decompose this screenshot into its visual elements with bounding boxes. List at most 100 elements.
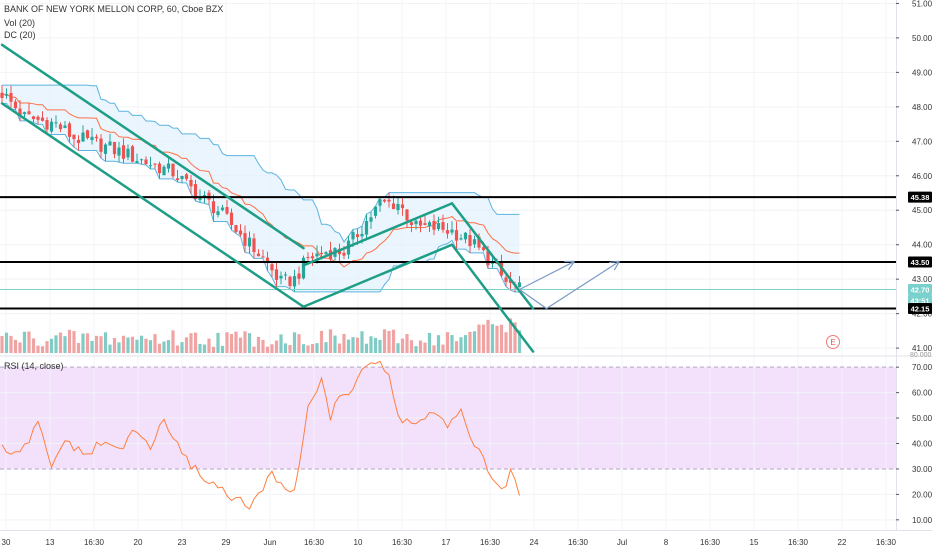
candle[interactable]: [243, 225, 247, 253]
candle[interactable]: [94, 134, 99, 142]
candle[interactable]: [4, 88, 9, 99]
candle[interactable]: [382, 198, 387, 203]
trend-line[interactable]: [0, 102, 305, 308]
projection-arrow[interactable]: [519, 262, 574, 291]
candle[interactable]: [283, 271, 288, 281]
candle[interactable]: [364, 214, 369, 241]
candle[interactable]: [40, 111, 45, 122]
candle[interactable]: [229, 208, 234, 230]
price-badge[interactable]: 43.50: [908, 256, 932, 268]
candle[interactable]: [54, 115, 58, 128]
candle[interactable]: [103, 143, 108, 162]
candle[interactable]: [441, 214, 445, 233]
candle[interactable]: [400, 197, 405, 216]
candle[interactable]: [301, 255, 306, 280]
candle[interactable]: [58, 122, 63, 133]
candle[interactable]: [270, 262, 274, 278]
volume-indicator-label[interactable]: Vol (20): [4, 18, 36, 28]
candle[interactable]: [450, 221, 454, 235]
symbol-title[interactable]: BANK OF NEW YORK MELLON CORP, 60, Cboe B…: [4, 4, 224, 14]
candle[interactable]: [256, 249, 261, 257]
rsi-indicator-label[interactable]: RSI (14, close): [4, 361, 64, 371]
candle[interactable]: [72, 134, 76, 148]
candle[interactable]: [211, 194, 216, 222]
candle[interactable]: [36, 115, 40, 125]
donchian-indicator-label[interactable]: DC (20): [4, 30, 36, 40]
price-badge[interactable]: 42.70: [908, 284, 932, 296]
candle[interactable]: [225, 199, 229, 215]
candle[interactable]: [49, 118, 54, 134]
candle[interactable]: [171, 163, 175, 179]
candle[interactable]: [274, 262, 279, 287]
candle[interactable]: [198, 189, 202, 203]
candle[interactable]: [45, 117, 49, 135]
candle[interactable]: [112, 141, 117, 159]
candle[interactable]: [85, 129, 90, 140]
candle[interactable]: [463, 232, 468, 244]
candle[interactable]: [369, 211, 373, 229]
candle[interactable]: [409, 220, 414, 233]
candle[interactable]: [373, 206, 378, 219]
candle[interactable]: [414, 218, 418, 230]
candle[interactable]: [234, 224, 238, 234]
candle[interactable]: [427, 220, 432, 233]
candle[interactable]: [130, 144, 135, 163]
candle[interactable]: [126, 144, 130, 161]
candle[interactable]: [67, 121, 72, 143]
candle[interactable]: [18, 100, 22, 121]
candle[interactable]: [216, 206, 220, 218]
candle[interactable]: [139, 158, 144, 165]
candle[interactable]: [261, 249, 265, 258]
candle[interactable]: [0, 85, 4, 104]
candle[interactable]: [238, 224, 243, 237]
candle[interactable]: [459, 234, 463, 241]
price-badge[interactable]: 42.15: [908, 302, 932, 314]
candle[interactable]: [22, 111, 27, 118]
candle[interactable]: [13, 99, 18, 110]
candle[interactable]: [288, 275, 292, 289]
candle[interactable]: [90, 128, 94, 145]
price-badge[interactable]: 45.38: [908, 191, 932, 203]
trend-line[interactable]: [450, 243, 535, 353]
candle[interactable]: [378, 197, 382, 212]
candle[interactable]: [436, 216, 441, 232]
candle[interactable]: [31, 115, 36, 123]
candle[interactable]: [247, 231, 252, 254]
candle[interactable]: [157, 161, 162, 179]
trend-line[interactable]: [0, 43, 305, 250]
projection-arrow[interactable]: [519, 262, 619, 310]
candle[interactable]: [279, 271, 283, 285]
candle[interactable]: [220, 204, 225, 212]
candle[interactable]: [310, 252, 315, 266]
earnings-marker[interactable]: E: [826, 335, 840, 349]
candle[interactable]: [387, 192, 391, 208]
candle[interactable]: [468, 229, 472, 253]
trend-line[interactable]: [302, 202, 454, 267]
candle[interactable]: [148, 156, 153, 170]
candle[interactable]: [144, 156, 148, 166]
candle[interactable]: [405, 209, 409, 229]
candle[interactable]: [76, 135, 81, 151]
candle[interactable]: [396, 197, 400, 215]
candle[interactable]: [99, 134, 103, 159]
candle[interactable]: [418, 216, 423, 233]
trend-line[interactable]: [450, 202, 535, 310]
trend-line[interactable]: [302, 243, 454, 308]
candle[interactable]: [472, 235, 477, 248]
candle[interactable]: [108, 133, 112, 146]
candle[interactable]: [454, 221, 459, 250]
candle[interactable]: [81, 125, 85, 142]
candle[interactable]: [9, 85, 13, 109]
candle[interactable]: [477, 233, 481, 251]
candle[interactable]: [27, 103, 31, 115]
candle[interactable]: [121, 138, 126, 164]
candle[interactable]: [117, 141, 121, 163]
candle[interactable]: [189, 175, 193, 194]
candle[interactable]: [184, 172, 189, 181]
candle[interactable]: [432, 214, 436, 236]
candle[interactable]: [252, 233, 256, 259]
candle[interactable]: [135, 153, 139, 164]
candle[interactable]: [153, 163, 157, 169]
candle[interactable]: [297, 266, 301, 285]
